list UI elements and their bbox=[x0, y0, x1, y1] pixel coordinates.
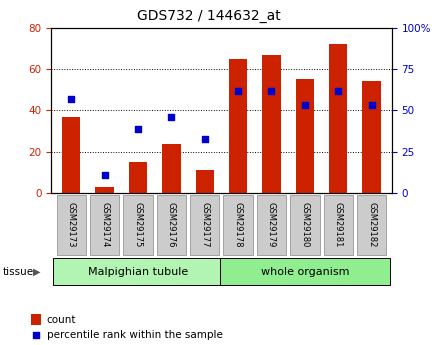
FancyBboxPatch shape bbox=[90, 195, 119, 255]
Text: count: count bbox=[47, 315, 76, 325]
Point bbox=[168, 114, 175, 120]
Text: ▶: ▶ bbox=[32, 267, 40, 277]
Point bbox=[335, 88, 342, 93]
Text: Malpighian tubule: Malpighian tubule bbox=[88, 267, 188, 277]
Point bbox=[101, 172, 108, 178]
Point bbox=[134, 126, 142, 131]
Bar bbox=[62, 117, 81, 193]
Text: GSM29179: GSM29179 bbox=[267, 203, 276, 248]
FancyBboxPatch shape bbox=[157, 195, 186, 255]
Bar bbox=[295, 79, 314, 193]
Text: GSM29181: GSM29181 bbox=[334, 203, 343, 248]
FancyBboxPatch shape bbox=[290, 195, 320, 255]
Text: GSM29175: GSM29175 bbox=[134, 203, 142, 248]
Bar bbox=[95, 187, 114, 193]
FancyBboxPatch shape bbox=[57, 195, 86, 255]
FancyBboxPatch shape bbox=[220, 258, 390, 285]
Bar bbox=[329, 44, 348, 193]
Text: whole organism: whole organism bbox=[261, 267, 349, 277]
Bar bbox=[129, 162, 147, 193]
Point bbox=[68, 96, 75, 101]
Text: GSM29177: GSM29177 bbox=[200, 203, 209, 248]
Bar bbox=[229, 59, 247, 193]
Bar bbox=[362, 81, 381, 193]
Point bbox=[266, 261, 273, 267]
Text: GSM29173: GSM29173 bbox=[67, 203, 76, 248]
Bar bbox=[162, 144, 181, 193]
Text: GSM29178: GSM29178 bbox=[234, 203, 243, 248]
Point bbox=[268, 88, 275, 93]
Bar bbox=[262, 55, 281, 193]
FancyBboxPatch shape bbox=[190, 195, 219, 255]
Text: GSM29176: GSM29176 bbox=[167, 203, 176, 248]
Point bbox=[368, 103, 375, 108]
Text: tissue: tissue bbox=[2, 267, 33, 277]
Point bbox=[201, 136, 208, 141]
FancyBboxPatch shape bbox=[324, 195, 353, 255]
Text: GSM29180: GSM29180 bbox=[300, 203, 309, 248]
Text: GSM29174: GSM29174 bbox=[100, 203, 109, 248]
Point bbox=[235, 88, 242, 93]
FancyBboxPatch shape bbox=[53, 258, 223, 285]
Bar bbox=[195, 170, 214, 193]
FancyBboxPatch shape bbox=[223, 195, 253, 255]
Text: GSM29182: GSM29182 bbox=[367, 203, 376, 248]
Text: GDS732 / 144632_at: GDS732 / 144632_at bbox=[137, 9, 281, 23]
FancyBboxPatch shape bbox=[257, 195, 286, 255]
FancyBboxPatch shape bbox=[123, 195, 153, 255]
Bar bbox=[31, 314, 41, 325]
FancyBboxPatch shape bbox=[357, 195, 386, 255]
Point bbox=[301, 103, 308, 108]
Text: percentile rank within the sample: percentile rank within the sample bbox=[47, 330, 222, 340]
